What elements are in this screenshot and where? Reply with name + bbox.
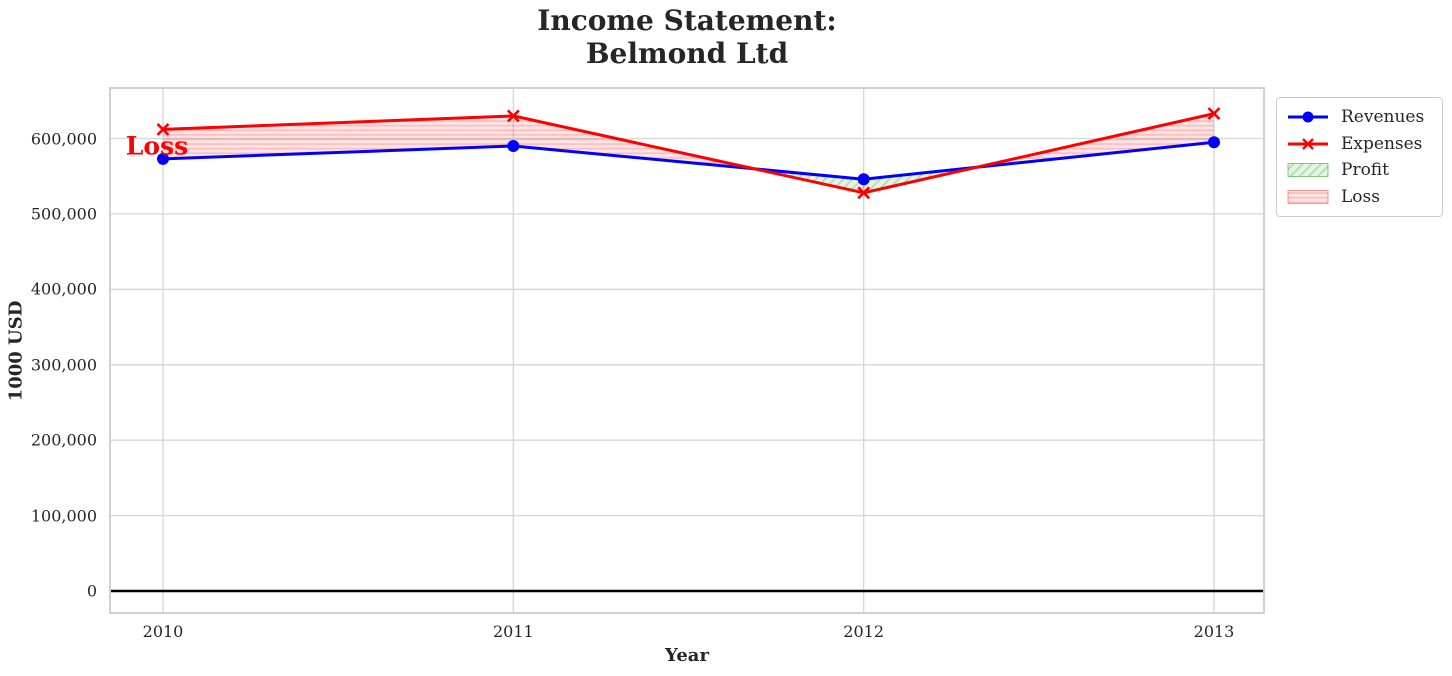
legend: Revenues Expenses Profit Loss [1276,97,1443,217]
loss-annotation: Loss [125,131,189,161]
revenues-marker [157,152,169,165]
revenues-marker [857,173,870,186]
revenues-marker [507,140,520,152]
expenses-line-icon [1288,137,1328,150]
legend-label-profit: Profit [1341,160,1389,181]
expenses-marker [506,109,520,123]
x-axis-title: Year [665,645,709,666]
x-tick-label: 2010 [142,622,184,641]
y-tick-label: 200,000 [30,430,97,450]
y-tick-label: 300,000 [30,355,97,375]
x-tick-label: 2013 [1193,622,1235,641]
loss-fill-region [163,115,755,169]
y-tick-label: 400,000 [30,279,97,299]
y-tick-label: 600,000 [30,129,97,148]
loss-fill-region [976,113,1214,168]
legend-label-loss: Loss [1341,186,1380,207]
expenses-marker [156,122,170,136]
legend-item-loss: Loss [1286,184,1433,211]
loss-hatch-swatch-icon [1287,189,1329,204]
legend-item-revenues: Revenues [1286,104,1433,131]
x-tick-label: 2012 [843,622,885,641]
legend-label-revenues: Revenues [1341,107,1425,128]
y-tick-label: 0 [86,581,97,601]
expenses-marker [857,186,871,200]
revenues-line [161,140,1216,181]
revenues-line-icon [1288,111,1328,123]
expenses-line [161,112,1216,195]
plot-border [109,87,1265,614]
chart-title-line1: Income Statement: [537,4,837,37]
legend-item-profit: Profit [1286,157,1433,184]
expenses-marker [1207,107,1221,121]
x-tick-label: 2011 [492,622,534,641]
y-tick-label: 500,000 [30,204,97,224]
profit-hatch-swatch-icon [1287,163,1329,178]
chart-title: Income Statement: Belmond Ltd [110,4,1264,70]
y-tick-label: 100,000 [30,506,97,526]
legend-label-expenses: Expenses [1341,133,1423,154]
revenues-marker [1208,136,1220,149]
y-axis-title: 1000 USD [5,300,27,402]
chart-title-line2: Belmond Ltd [585,37,789,70]
legend-item-expenses: Expenses [1286,131,1433,158]
